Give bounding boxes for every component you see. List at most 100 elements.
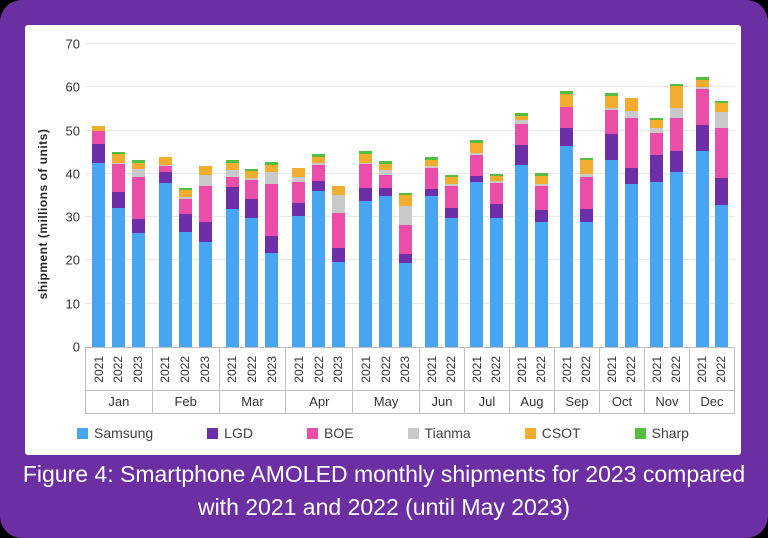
- y-axis-title: shipment (millions of units): [36, 128, 50, 300]
- segment-boe: [444, 186, 458, 208]
- segment-boe: [489, 182, 503, 205]
- segment-samsung: [695, 151, 709, 347]
- bars-mar: [219, 44, 286, 347]
- segment-csot: [312, 156, 326, 164]
- segment-tianma: [444, 183, 458, 187]
- segment-csot: [669, 86, 683, 108]
- bar-sep-2022: [579, 158, 593, 347]
- year-labels-apr: 2021 2022 2023: [285, 347, 353, 391]
- legend: Samsung LGD BOE Tianma CSOT Sharp: [25, 425, 741, 441]
- year-label-apr-2021: 2021: [292, 355, 307, 383]
- segment-lgd: [332, 247, 346, 263]
- segment-tianma: [312, 163, 326, 165]
- y-tick-60: 60: [65, 79, 80, 95]
- segment-samsung: [444, 218, 458, 347]
- segment-csot: [158, 157, 172, 165]
- month-label-oct: Oct: [598, 391, 644, 414]
- segment-samsung: [399, 263, 412, 347]
- legend-label-csot: CSOT: [541, 425, 581, 441]
- segment-boe: [359, 164, 373, 189]
- segment-lgd: [225, 187, 239, 209]
- segment-lgd: [265, 235, 279, 253]
- segment-csot: [444, 177, 458, 184]
- segment-boe: [131, 177, 145, 220]
- segment-samsung: [245, 217, 259, 347]
- segment-tianma: [379, 170, 393, 175]
- bar-jul-2022: [489, 173, 503, 347]
- bar-aug-2021: [515, 113, 529, 347]
- segment-tianma: [605, 107, 619, 110]
- segment-tianma: [292, 177, 306, 182]
- year-label-mar-2023: 2023: [264, 355, 279, 383]
- segment-lgd: [579, 208, 593, 222]
- segment-sharp: [444, 174, 458, 178]
- segment-boe: [715, 128, 729, 179]
- segment-csot: [332, 186, 346, 196]
- year-labels-jul: 2021 2022: [463, 347, 509, 391]
- y-tick-50: 50: [65, 123, 80, 139]
- segment-csot: [359, 153, 373, 163]
- segment-boe: [425, 168, 439, 190]
- segment-lgd: [312, 180, 326, 191]
- segment-csot: [245, 171, 259, 179]
- y-tick-0: 0: [72, 339, 80, 355]
- segment-csot: [91, 126, 105, 131]
- segment-samsung: [425, 196, 439, 347]
- legend-swatch-tianma: [407, 427, 419, 439]
- legend-swatch-lgd: [207, 427, 219, 439]
- month-label-feb: Feb: [151, 391, 219, 414]
- month-group-may: 2021 2022 2023 May: [352, 44, 419, 414]
- bar-jul-2021: [470, 140, 484, 347]
- segment-lgd: [605, 134, 619, 161]
- month-label-jul: Jul: [463, 391, 509, 414]
- segment-boe: [332, 213, 346, 248]
- segment-tianma: [715, 111, 729, 128]
- legend-swatch-sharp: [634, 427, 646, 439]
- bar-jan-2021: [91, 126, 105, 347]
- segment-csot: [265, 164, 279, 173]
- legend-label-boe: BOE: [323, 425, 354, 441]
- segment-csot: [399, 195, 412, 206]
- year-labels-oct: 2021 2022: [598, 347, 644, 391]
- segment-sharp: [225, 160, 239, 164]
- segment-samsung: [158, 182, 172, 347]
- month-label-dec: Dec: [688, 391, 735, 414]
- segment-lgd: [470, 176, 484, 182]
- caption-line-2: with 2021 and 2022 (until May 2023): [197, 494, 571, 520]
- year-label-feb-2022: 2022: [178, 355, 193, 383]
- segment-samsung: [265, 252, 279, 347]
- year-label-dec-2021: 2021: [694, 355, 709, 383]
- legend-swatch-samsung: [77, 427, 89, 439]
- segment-csot: [624, 97, 638, 112]
- month-group-mar: 2021 2022 2023 Mar: [218, 44, 286, 414]
- segment-samsung: [91, 163, 105, 347]
- bars-aug: [509, 44, 554, 347]
- year-labels-feb: 2021 2022 2023: [151, 347, 219, 391]
- legend-label-tianma: Tianma: [424, 425, 471, 441]
- segment-samsung: [198, 241, 212, 347]
- segment-tianma: [579, 173, 593, 178]
- year-label-oct-2021: 2021: [604, 355, 619, 383]
- segment-tianma: [489, 180, 503, 183]
- segment-tianma: [131, 168, 145, 178]
- month-group-jul: 2021 2022 Jul: [463, 44, 509, 414]
- gridline-60: [85, 86, 735, 88]
- legend-item-samsung: Samsung: [77, 425, 153, 441]
- segment-csot: [605, 95, 619, 108]
- segment-lgd: [245, 198, 259, 218]
- bar-feb-2021: [158, 157, 172, 347]
- segment-sharp: [515, 113, 529, 116]
- gridline-70: [85, 43, 735, 44]
- segment-csot: [515, 115, 529, 121]
- bar-groups: 2021 2022 2023 Jan 2021 2022 2023 Feb 2021 2022 20…: [85, 44, 735, 414]
- segment-csot: [379, 163, 393, 171]
- month-group-aug: 2021 2022 Aug: [508, 44, 554, 414]
- year-label-sep-2021: 2021: [559, 355, 574, 383]
- legend-item-sharp: Sharp: [634, 425, 689, 441]
- segment-tianma: [265, 172, 279, 184]
- segment-tianma: [245, 178, 259, 180]
- segment-csot: [198, 165, 212, 175]
- segment-tianma: [650, 128, 664, 133]
- bar-nov-2021: [650, 118, 664, 347]
- segment-csot: [579, 160, 593, 174]
